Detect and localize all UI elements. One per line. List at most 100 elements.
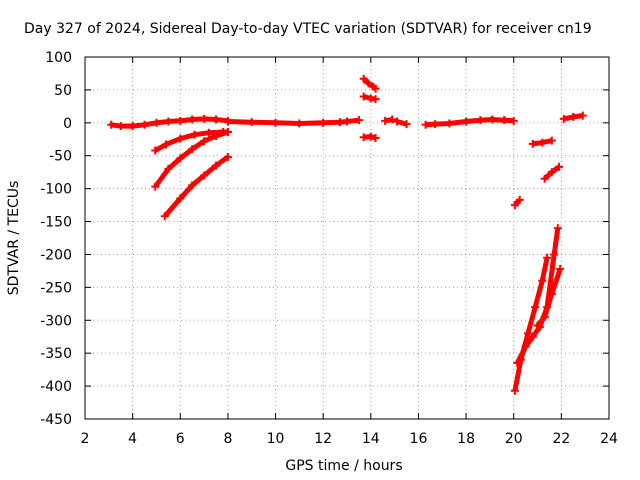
data-point xyxy=(569,112,578,121)
data-point xyxy=(188,145,197,154)
y-tick-label: -250 xyxy=(40,280,72,296)
y-tick-label: 50 xyxy=(54,83,72,99)
x-axis: 2 4 6 8 10 12 14 16 18 20 22 24 xyxy=(81,57,618,447)
data-point xyxy=(521,342,530,351)
data-point xyxy=(421,120,430,129)
y-tick-label: 100 xyxy=(45,50,72,66)
data-point xyxy=(343,117,351,126)
data-point xyxy=(151,182,160,191)
y-tick-label: -100 xyxy=(40,182,72,198)
data-point xyxy=(364,79,373,88)
data-point xyxy=(335,118,344,127)
data-point xyxy=(188,181,197,190)
data-point xyxy=(200,114,209,123)
data-point xyxy=(515,195,524,204)
data-point xyxy=(188,115,197,124)
y-tick-label: -50 xyxy=(49,149,72,165)
data-point xyxy=(366,132,375,141)
x-tick-label: 4 xyxy=(128,431,137,447)
data-point xyxy=(212,131,220,140)
y-tick-label: -150 xyxy=(40,215,72,231)
data-point xyxy=(161,140,170,149)
data-point xyxy=(359,92,368,101)
y-tick-label: -400 xyxy=(40,379,72,395)
chart-title: Day 327 of 2024, Sidereal Day-to-day VTE… xyxy=(24,21,592,37)
y-axis-label: SDTVAR / TECUs xyxy=(6,181,22,296)
data-point xyxy=(510,386,519,395)
data-point xyxy=(371,95,380,104)
data-point xyxy=(160,212,169,221)
data-point xyxy=(152,118,161,127)
data-point xyxy=(381,116,390,125)
data-point xyxy=(223,117,232,126)
series-arc-b xyxy=(153,129,229,189)
data-point xyxy=(164,164,173,173)
data-point xyxy=(402,120,411,129)
data-point xyxy=(543,253,552,262)
data-point xyxy=(223,128,232,137)
data-point xyxy=(164,117,173,126)
data-point xyxy=(538,276,547,285)
data-point xyxy=(445,119,454,128)
data-point xyxy=(556,264,565,273)
data-point xyxy=(295,119,304,128)
data-point xyxy=(553,224,562,233)
data-point xyxy=(359,133,368,142)
series-arc-c xyxy=(162,154,230,218)
data-point xyxy=(547,289,556,298)
data-point xyxy=(140,120,149,129)
data-point xyxy=(528,332,537,341)
x-tick-label: 10 xyxy=(267,431,285,447)
data-point xyxy=(176,116,185,125)
data-point xyxy=(176,134,185,143)
x-tick-label: 24 xyxy=(600,431,618,447)
y-tick-label: -450 xyxy=(40,412,72,428)
data-point xyxy=(524,329,533,338)
data-point xyxy=(554,162,563,171)
x-tick-label: 14 xyxy=(362,431,380,447)
data-point xyxy=(128,122,137,131)
grid-lines xyxy=(85,57,609,419)
data-point xyxy=(488,115,497,124)
x-tick-label: 22 xyxy=(552,431,570,447)
y-tick-label: 0 xyxy=(63,116,72,132)
data-point xyxy=(247,118,256,127)
data-point xyxy=(538,138,547,147)
x-axis-label: GPS time / hours xyxy=(285,458,402,474)
data-point xyxy=(578,111,587,120)
data-point xyxy=(371,133,380,142)
data-point xyxy=(371,84,380,93)
data-point xyxy=(200,137,209,146)
x-tick-label: 16 xyxy=(410,431,428,447)
data-point xyxy=(107,120,116,129)
data-point xyxy=(354,116,363,125)
data-point xyxy=(540,312,549,321)
data-point xyxy=(116,122,125,131)
data-point xyxy=(559,114,568,123)
x-tick-label: 8 xyxy=(223,431,232,447)
plot-frame xyxy=(84,56,610,420)
data-point xyxy=(550,250,559,259)
data-point xyxy=(540,174,549,183)
data-point xyxy=(510,201,519,210)
y-axis: 100 50 0 -50 -100 -150 -200 -250 -300 -350 -400 -45… xyxy=(40,50,609,428)
data-point xyxy=(531,303,540,312)
x-tick-label: 20 xyxy=(505,431,523,447)
data-point xyxy=(513,359,522,368)
data-point xyxy=(547,168,556,177)
data-point xyxy=(528,139,537,148)
data-point xyxy=(176,154,185,163)
series-steep-c xyxy=(535,268,563,328)
data-point xyxy=(462,117,471,126)
y-tick-label: -300 xyxy=(40,313,72,329)
data-point xyxy=(212,161,220,170)
data-point xyxy=(176,194,185,203)
x-tick-label: 18 xyxy=(457,431,475,447)
data-point xyxy=(388,115,397,124)
x-tick-label: 2 xyxy=(81,431,90,447)
y-tick-label: -350 xyxy=(40,346,72,362)
data-point xyxy=(223,153,232,162)
data-point xyxy=(359,74,368,83)
data-point xyxy=(271,118,280,127)
